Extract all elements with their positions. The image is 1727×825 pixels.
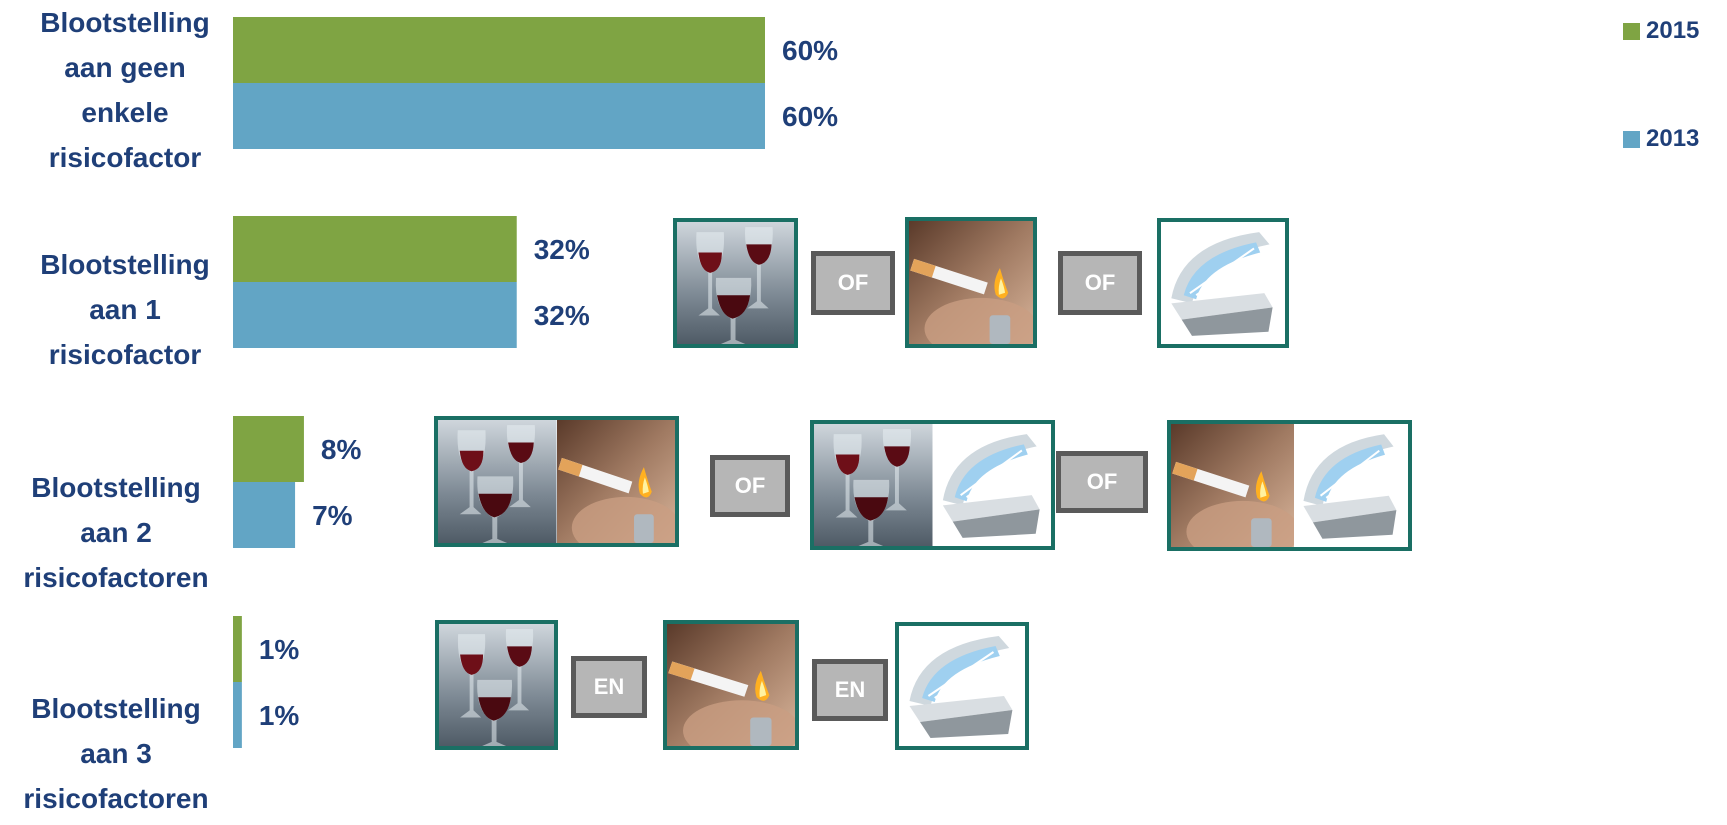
bar-2013-one <box>233 282 517 348</box>
bar-2015-none <box>233 17 765 83</box>
data-label-2013-two: 7% <box>312 500 353 531</box>
category-label-none: Blootstelling aan geen enkele risicofact… <box>40 7 210 173</box>
cigarette-sunbed-image <box>1167 420 1412 551</box>
bar-2015-one <box>233 216 517 282</box>
or-connector: OF <box>1058 251 1142 315</box>
legend-item-2015: 2015 <box>1623 17 1699 45</box>
cigarette-icon <box>667 624 795 746</box>
bar-2013-three <box>233 682 242 748</box>
category-label-one: Blootstelling aan 1 risicofactor <box>40 249 210 370</box>
wine-glasses-icon <box>677 222 794 344</box>
legend-swatch-2015 <box>1623 22 1640 40</box>
or-connector: OF <box>710 455 790 517</box>
wine-image <box>435 620 558 750</box>
wine-glasses-icon <box>814 424 933 546</box>
category-label-two: Blootstelling aan 2 risicofactoren <box>23 472 209 593</box>
bar-2015-two <box>233 416 304 482</box>
bar-2013-none <box>233 83 765 149</box>
or-connector: OF <box>811 251 895 315</box>
data-label-2013-three: 1% <box>259 700 300 731</box>
or-connector: OF <box>1056 451 1148 513</box>
bar-2015-three <box>233 616 242 682</box>
data-label-2015-two: 8% <box>321 434 362 465</box>
cigarette-icon <box>557 420 676 543</box>
bar-2013-two <box>233 482 296 548</box>
wine-glasses-icon <box>438 420 557 543</box>
data-label-2015-none: 60% <box>782 35 838 66</box>
sunbed-icon <box>1161 222 1285 344</box>
wine-cigarette-image <box>434 416 679 547</box>
and-connector: EN <box>571 656 647 718</box>
cigarette-image <box>905 217 1037 348</box>
legend-swatch-2013 <box>1623 130 1640 148</box>
legend-item-2013: 2013 <box>1623 125 1699 153</box>
wine-sunbed-image <box>810 420 1055 550</box>
cigarette-image <box>663 620 799 750</box>
wine-glasses-icon <box>439 624 554 746</box>
wine-image <box>673 218 798 348</box>
legend-label-2013: 2013 <box>1646 125 1700 152</box>
sunbed-icon <box>933 424 1052 546</box>
and-connector: EN <box>812 659 888 721</box>
category-label-three: Blootstelling aan 3 risicofactoren <box>23 693 209 814</box>
sunbed-image <box>895 622 1029 750</box>
cigarette-icon <box>909 221 1033 344</box>
data-label-2013-none: 60% <box>782 101 838 132</box>
legend-label-2015: 2015 <box>1646 17 1700 44</box>
cigarette-icon <box>1171 424 1294 547</box>
data-label-2013-one: 32% <box>534 300 590 331</box>
sunbed-icon <box>899 626 1025 746</box>
sunbed-icon <box>1294 424 1408 547</box>
sunbed-image <box>1157 218 1289 348</box>
data-label-2015-one: 32% <box>534 234 590 265</box>
data-label-2015-three: 1% <box>259 634 300 665</box>
